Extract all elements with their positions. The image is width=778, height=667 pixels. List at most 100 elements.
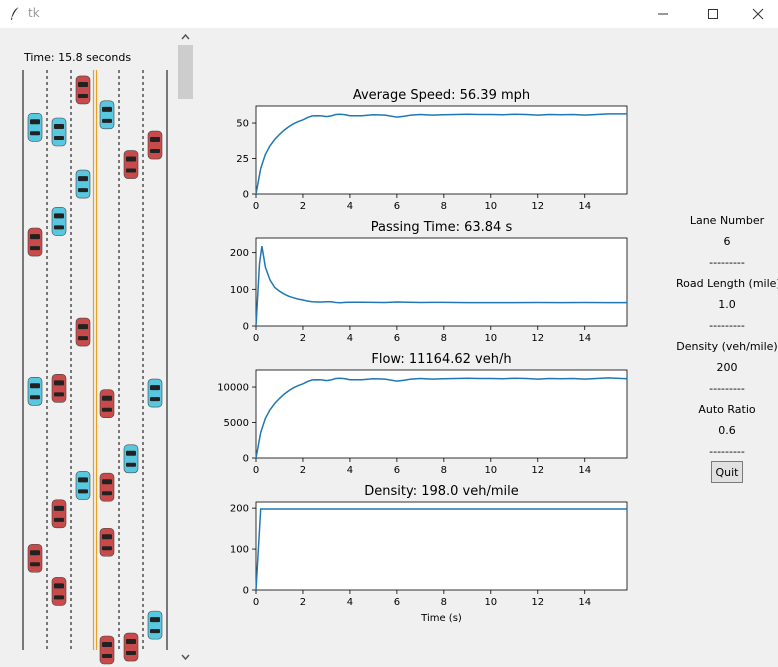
plot-title: Flow: 11164.62 veh/h	[371, 352, 511, 367]
x-tick-label: 14	[578, 597, 591, 608]
x-tick-label: 2	[300, 333, 306, 344]
manual-car	[51, 577, 67, 606]
density-value: 200	[716, 361, 738, 374]
auto-car	[75, 471, 91, 500]
chart-0: Average Speed: 56.39 mph 0 2 4 6 8 10 12 14 0 25 50	[236, 88, 628, 212]
title-bar: tk	[0, 0, 778, 28]
x-tick-label: 6	[394, 201, 400, 212]
auto-car	[51, 207, 67, 236]
road-length-label: Road Length (mile)	[676, 277, 778, 290]
y-tick-label: 0	[243, 322, 249, 333]
y-tick-label: 100	[230, 545, 249, 556]
auto-ratio-value: 0.6	[718, 424, 736, 437]
plot-title: Average Speed: 56.39 mph	[353, 88, 530, 103]
x-tick-label: 6	[394, 333, 400, 344]
manual-car	[27, 543, 43, 573]
series-line	[255, 113, 627, 195]
series-line	[255, 245, 627, 327]
x-tick-label: 0	[253, 333, 259, 344]
scroll-up-icon[interactable]	[177, 30, 194, 44]
y-tick-label: 0	[243, 586, 249, 597]
x-tick-label: 8	[441, 201, 447, 212]
road-canvas: Time: 15.8 seconds	[0, 28, 177, 667]
x-tick-label: 14	[578, 333, 591, 344]
auto-car	[147, 610, 163, 640]
manual-car	[99, 635, 115, 665]
x-tick-label: 14	[578, 201, 591, 212]
quit-button[interactable]: Quit	[711, 461, 743, 483]
y-tick-label: 0	[243, 190, 249, 201]
close-button[interactable]	[735, 0, 778, 28]
x-tick-label: 0	[253, 201, 259, 212]
road-view	[22, 70, 168, 665]
x-axis-label: Time (s)	[420, 613, 462, 624]
series-line	[255, 377, 628, 459]
x-tick-label: 0	[253, 597, 259, 608]
x-tick-label: 4	[347, 597, 353, 608]
plot-axes	[255, 237, 628, 327]
chart-1: Passing Time: 63.84 s 0 2 4 6 8 10 12 14 0 100 200	[230, 220, 628, 344]
maximize-icon	[708, 9, 718, 19]
series-line	[255, 508, 627, 591]
auto-car	[75, 169, 91, 199]
y-tick-label: 5000	[224, 418, 249, 429]
plot-axes	[255, 369, 628, 459]
manual-car	[99, 389, 115, 419]
y-tick-label: 10000	[217, 383, 249, 394]
manual-car	[123, 150, 139, 179]
x-tick-label: 14	[578, 465, 591, 476]
window-title: tk	[28, 6, 40, 20]
x-tick-label: 10	[484, 333, 497, 344]
auto-ratio-label: Auto Ratio	[698, 403, 756, 416]
x-tick-label: 2	[300, 597, 306, 608]
maximize-button[interactable]	[690, 0, 736, 28]
manual-car	[75, 75, 91, 105]
y-tick-label: 200	[230, 248, 249, 259]
x-tick-label: 8	[441, 465, 447, 476]
road-length-value: 1.0	[718, 298, 736, 311]
settings-panel: Lane Number 6 --------- Road Length (mil…	[676, 28, 778, 667]
close-icon	[752, 8, 764, 20]
chart-3: Density: 198.0 veh/mile 0 2 4 6 8 10 12 14 0 100 20…	[230, 484, 628, 624]
y-tick-label: 200	[230, 504, 249, 515]
plot-title: Density: 198.0 veh/mile	[364, 484, 519, 499]
feather-icon	[11, 6, 20, 20]
plot-axes	[255, 105, 628, 195]
y-tick-label: 50	[236, 119, 249, 130]
density-label: Density (veh/mile)	[676, 340, 778, 353]
road-scrollbar[interactable]	[177, 28, 194, 667]
chart-2: Flow: 11164.62 veh/h 0 2 4 6 8 10 12 14 0 5000 1000…	[217, 352, 628, 476]
auto-car	[27, 112, 43, 142]
x-tick-label: 2	[300, 201, 306, 212]
x-tick-label: 0	[253, 465, 259, 476]
manual-car	[99, 527, 115, 557]
auto-car	[51, 117, 67, 147]
auto-car	[99, 100, 115, 130]
x-tick-label: 12	[531, 465, 544, 476]
manual-car	[51, 374, 67, 403]
x-tick-label: 10	[484, 465, 497, 476]
separator: ---------	[709, 382, 745, 395]
manual-car	[147, 130, 163, 160]
y-tick-label: 0	[243, 454, 249, 465]
auto-car	[123, 444, 139, 474]
scroll-down-icon[interactable]	[177, 651, 194, 665]
x-tick-label: 12	[531, 597, 544, 608]
plot-axes	[255, 501, 628, 591]
manual-car	[123, 632, 139, 662]
x-tick-label: 6	[394, 465, 400, 476]
manual-car	[51, 499, 67, 529]
manual-car	[75, 317, 91, 347]
x-tick-label: 8	[441, 597, 447, 608]
y-tick-label: 100	[230, 285, 249, 296]
x-tick-label: 10	[484, 597, 497, 608]
scrollbar-thumb[interactable]	[178, 45, 193, 99]
minimize-button[interactable]	[640, 0, 686, 28]
x-tick-label: 4	[347, 465, 353, 476]
x-tick-label: 8	[441, 333, 447, 344]
manual-car	[99, 472, 115, 502]
separator: ---------	[709, 256, 745, 269]
lane-number-label: Lane Number	[689, 214, 765, 227]
y-tick-label: 25	[236, 154, 249, 165]
x-tick-label: 12	[531, 333, 544, 344]
